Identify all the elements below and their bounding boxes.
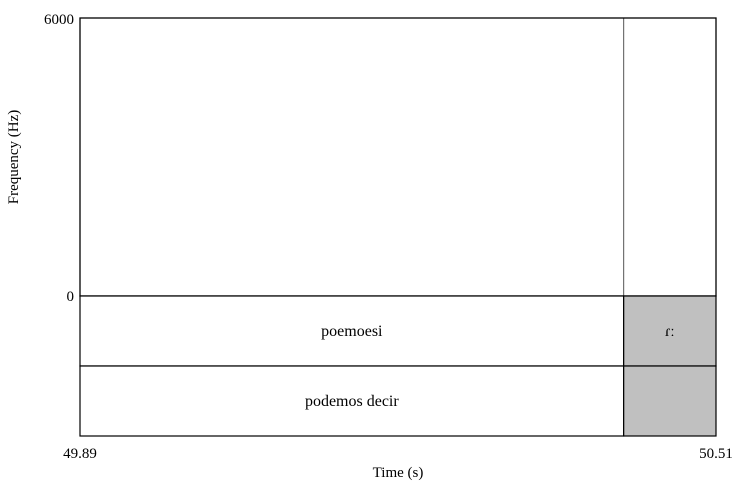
energy-region: [623, 198, 675, 232]
energy-region: [110, 157, 163, 185]
energy-region: [305, 133, 388, 158]
energy-region: [110, 124, 132, 148]
energy-region: [90, 231, 183, 264]
tier-interval-label: ɾː: [665, 323, 675, 340]
y-axis-label: Frequency (Hz): [6, 110, 22, 205]
tier-interval: [79, 365, 625, 437]
y-tick-label-bottom: 0: [67, 289, 75, 305]
energy-region: [562, 27, 624, 111]
energy-region: [305, 189, 419, 222]
x-axis-label: Time (s): [373, 465, 424, 481]
energy-region: [449, 189, 522, 227]
tier-interval: [623, 295, 717, 367]
tier-interval-label: poemoesi: [321, 323, 383, 340]
spectrogram-energy: [90, 27, 706, 278]
energy-region: [521, 254, 624, 278]
energy-region: [274, 263, 388, 278]
energy-region: [674, 157, 696, 176]
y-tick-label-top: 6000: [44, 12, 74, 28]
energy-region: [233, 175, 275, 213]
energy-region: [633, 231, 655, 273]
energy-region: [510, 27, 532, 74]
tier-interval-label: podemos decir: [305, 393, 399, 410]
spectrogram-panel: [79, 17, 717, 297]
energy-region: [674, 254, 706, 278]
tier-interval: [79, 295, 625, 367]
energy-region: [623, 147, 655, 185]
energy-region: [274, 221, 347, 259]
tier-interval: [623, 365, 717, 437]
x-tick-label-right: 50.51: [699, 446, 733, 462]
x-tick-label-left: 49.89: [63, 446, 97, 462]
annotation-tiers: poemoesi ɾː podemos decir: [79, 295, 717, 437]
energy-region: [336, 157, 450, 190]
energy-region: [490, 157, 624, 195]
